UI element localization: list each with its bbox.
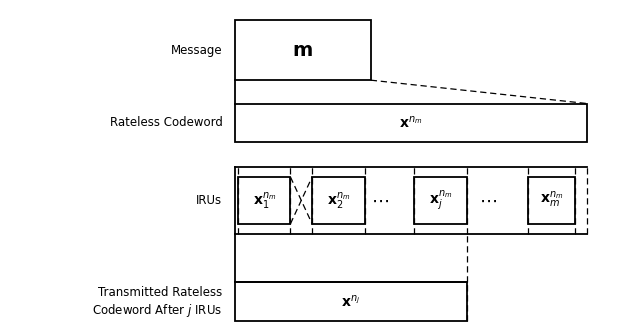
Bar (312, 177, 365, 224)
Bar (235, 104, 587, 142)
Bar (528, 177, 575, 224)
Bar (238, 177, 290, 224)
Text: Rateless Codeword: Rateless Codeword (109, 116, 222, 129)
Text: $\cdots$: $\cdots$ (371, 191, 389, 209)
Text: $\mathbf{x}_m^{n_m}$: $\mathbf{x}_m^{n_m}$ (540, 190, 563, 210)
Text: $\mathbf{x}^{n_j}$: $\mathbf{x}^{n_j}$ (341, 294, 360, 309)
Text: Transmitted Rateless: Transmitted Rateless (98, 286, 222, 299)
Text: $\mathbf{x}^{n_m}$: $\mathbf{x}^{n_m}$ (399, 115, 423, 131)
Text: Codeword After $j$ IRUs: Codeword After $j$ IRUs (92, 302, 222, 319)
Text: $\mathbf{x}_j^{n_m}$: $\mathbf{x}_j^{n_m}$ (429, 189, 452, 212)
Text: $\cdots$: $\cdots$ (479, 191, 497, 209)
Text: Message: Message (171, 44, 222, 56)
Bar (414, 177, 467, 224)
Bar (235, 282, 467, 321)
Text: $\mathbf{x}_2^{n_m}$: $\mathbf{x}_2^{n_m}$ (327, 190, 350, 211)
Text: $\mathbf{m}$: $\mathbf{m}$ (292, 41, 313, 59)
Text: IRUs: IRUs (197, 194, 222, 207)
Text: $\mathbf{x}_1^{n_m}$: $\mathbf{x}_1^{n_m}$ (253, 190, 276, 211)
Bar (235, 20, 371, 80)
